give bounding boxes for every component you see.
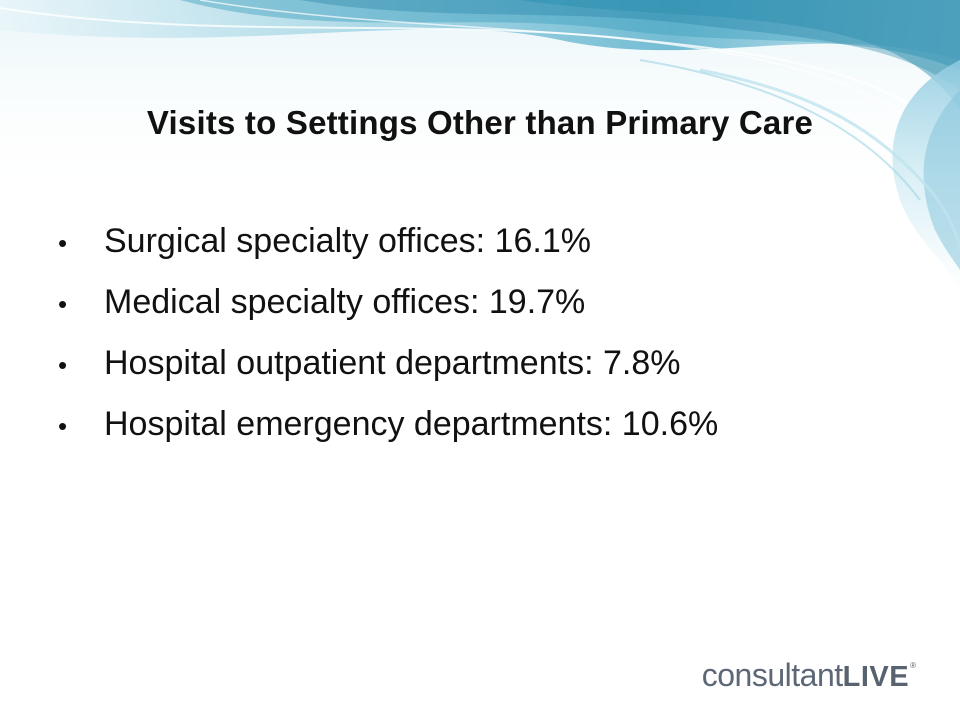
bullet-text: Hospital emergency departments: 10.6% — [104, 405, 719, 443]
bullet-text: Hospital outpatient departments: 7.8% — [104, 344, 681, 382]
bullet-text: Medical specialty offices: 19.7% — [104, 283, 586, 321]
bullet-icon: • — [58, 411, 68, 441]
bullet-list: • Surgical specialty offices: 16.1% • Me… — [58, 222, 918, 466]
list-item: • Medical specialty offices: 19.7% — [58, 283, 918, 344]
consultantlive-logo: consultant LIVE ® — [702, 657, 916, 694]
logo-text-consultant: consultant — [701, 657, 843, 693]
bullet-icon: • — [58, 289, 68, 319]
list-item: • Surgical specialty offices: 16.1% — [58, 222, 918, 283]
bullet-icon: • — [58, 350, 68, 380]
logo-text-live: LIVE — [842, 661, 910, 693]
bullet-icon: • — [58, 228, 68, 258]
list-item: • Hospital outpatient departments: 7.8% — [58, 344, 918, 405]
bullet-text: Surgical specialty offices: 16.1% — [104, 222, 591, 260]
registered-mark: ® — [910, 661, 916, 670]
slide-title: Visits to Settings Other than Primary Ca… — [146, 104, 814, 141]
list-item: • Hospital emergency departments: 10.6% — [58, 405, 918, 466]
